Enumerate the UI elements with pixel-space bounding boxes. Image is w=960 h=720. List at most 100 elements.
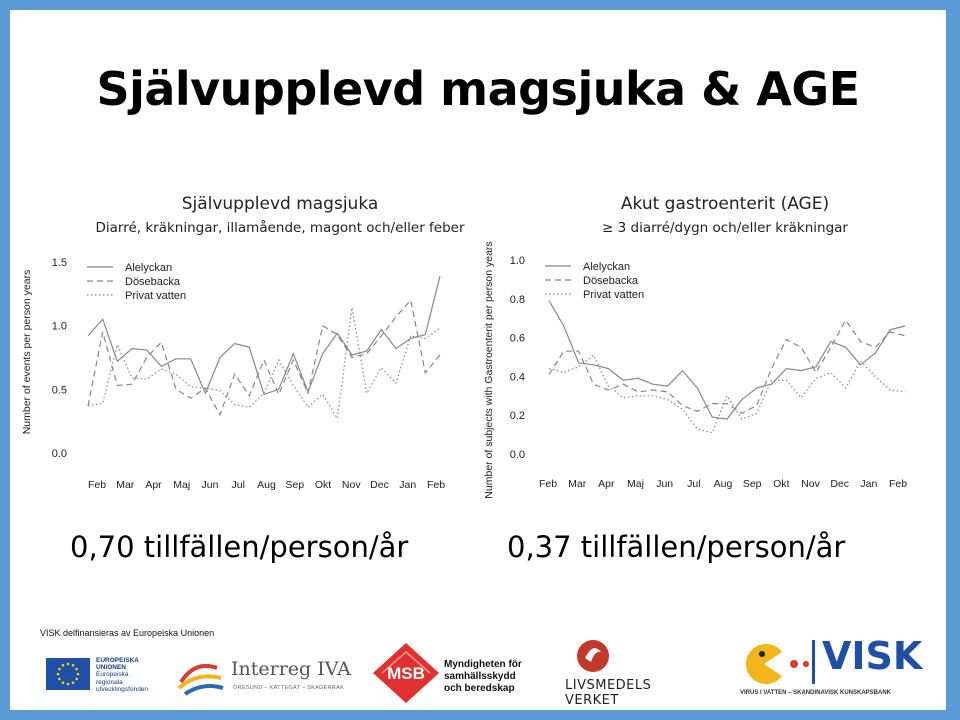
x-tick-label: Sep <box>743 478 762 490</box>
y-tick-label: 1.5 <box>52 257 67 269</box>
eu-fund-line-3: utvecklingsfonden <box>96 685 149 693</box>
series-line-d-sebacka <box>87 298 441 417</box>
x-tick-label: Maj <box>627 478 644 490</box>
x-tick-label: Nov <box>342 479 361 491</box>
livsmedelsverket-logo: LIVSMEDELS VERKET <box>565 638 665 710</box>
interreg-swirl-icon <box>177 663 224 696</box>
eu-star <box>71 664 75 667</box>
livsmedelsverket-emblem-icon <box>577 640 609 672</box>
eu-name-line-1: EUROPEISKA <box>96 657 139 664</box>
x-tick-label: Nov <box>801 478 820 490</box>
x-tick-label: Jul <box>687 478 700 490</box>
visk-name: VISK <box>822 634 923 678</box>
eu-flag-icon <box>46 658 90 690</box>
eu-star <box>66 682 70 686</box>
y-axis-label: Number of subjects with Gastroenterit pe… <box>483 241 495 498</box>
visk-divider <box>812 640 815 684</box>
right-result-text: 0,37 tillfällen/person/år <box>507 530 846 564</box>
x-tick-label: Mar <box>116 479 135 491</box>
msb-name-line-2: samhällsskydd <box>444 671 516 682</box>
left-chart-title: Självupplevd magsjuka <box>181 194 379 214</box>
left-line-chart: Number of events per person years 0.0 0.5 1… <box>21 257 445 491</box>
interreg-region: ÖRESUND – KATTEGAT – SKAGERRAK <box>233 685 345 691</box>
eu-star <box>61 681 65 684</box>
eu-name-line-2: UNIONEN <box>96 664 126 672</box>
legend-label: Privat vatten <box>583 289 644 301</box>
eu-star <box>75 667 78 671</box>
interreg-logo: Interreg IVA ÖRESUND – KATTEGAT – SKAGER… <box>175 658 365 702</box>
x-tick-label: Aug <box>257 479 276 491</box>
footer-logos: VISK delfinansieras av Europeiska Unione… <box>10 620 946 710</box>
interreg-name: Interreg IVA <box>231 658 351 680</box>
y-tick-label: 0.2 <box>510 410 525 422</box>
legend-label: Privat vatten <box>125 290 186 302</box>
y-tick-label: 0.0 <box>52 448 67 460</box>
x-tick-label: Jun <box>656 478 673 490</box>
msb-logo: MSB Myndigheten för samhällsskydd och be… <box>372 642 532 706</box>
eu-star <box>76 672 80 676</box>
right-chart-subtitle: ≥ 3 diarré/dygn och/eller kräkningar <box>602 220 848 236</box>
msb-name-line-1: Myndigheten för <box>444 659 522 670</box>
x-tick-label: Feb <box>539 478 557 490</box>
visk-tagline: VIRUS I VATTEN – SKANDINAVISK KUNSKAPSBA… <box>740 690 892 696</box>
msb-emblem-icon: MSB <box>373 643 439 703</box>
visk-pacman-icon <box>746 644 809 684</box>
eu-star <box>75 677 78 681</box>
x-tick-label: Jun <box>202 479 219 491</box>
series-line-privat-vatten <box>87 307 441 421</box>
x-tick-label: Dec <box>370 479 389 491</box>
x-tick-label: Sep <box>285 479 304 491</box>
y-tick-label: 0.8 <box>510 294 525 306</box>
x-tick-label: Jan <box>860 478 877 490</box>
x-tick-label: Dec <box>830 478 849 490</box>
eu-star <box>71 681 75 684</box>
y-tick-label: 0.4 <box>510 371 525 383</box>
slide: Självupplevd magsjuka & AGE Självupplevd… <box>10 10 946 710</box>
right-chart-title: Akut gastroenterit (AGE) <box>620 194 830 214</box>
x-tick-label: Aug <box>714 478 733 490</box>
y-axis-label: Number of events per person years <box>21 270 33 435</box>
slide-title: Självupplevd magsjuka & AGE <box>96 62 860 116</box>
legend-label: Alelyckan <box>583 261 630 273</box>
legend-label: Dösebacka <box>125 276 181 288</box>
livsmedelsverket-name-line-2: VERKET <box>565 693 619 708</box>
x-tick-label: Okt <box>315 479 331 491</box>
x-tick-label: Feb <box>889 478 907 490</box>
eu-fund-line-2: regionala <box>96 678 123 686</box>
msb-name-line-3: och beredskap <box>444 683 515 694</box>
x-tick-label: Mar <box>568 478 587 490</box>
x-tick-label: Apr <box>145 479 162 491</box>
series-line-privat-vatten <box>548 354 906 434</box>
x-tick-label: Feb <box>427 479 445 491</box>
series-line-d-sebacka <box>548 318 906 414</box>
x-tick-label: Jan <box>399 479 416 491</box>
eu-star <box>61 664 65 667</box>
visk-logo: VISK VIRUS I VATTEN – SKANDINAVISK KUNSK… <box>740 634 940 706</box>
left-chart-subtitle: Diarré, kräkningar, illamående, magont o… <box>95 220 465 236</box>
right-line-chart: Number of subjects with Gastroenterit pe… <box>483 241 907 498</box>
y-tick-label: 0.6 <box>510 333 525 345</box>
legend-label: Alelyckan <box>125 262 172 274</box>
x-tick-label: Jul <box>232 479 245 491</box>
x-tick-label: Okt <box>773 478 789 490</box>
x-tick-label: Apr <box>598 478 615 490</box>
eu-star <box>58 667 61 671</box>
y-tick-label: 0.5 <box>52 384 67 396</box>
livsmedelsverket-name-line-1: LIVSMEDELS <box>565 678 652 693</box>
y-tick-label: 1.0 <box>510 255 525 267</box>
series-line-alelyckan <box>548 300 906 420</box>
msb-abbreviation: MSB <box>387 664 425 683</box>
eu-logo: EUROPEISKA UNIONEN Europeiska regionala … <box>46 657 171 698</box>
x-tick-label: Feb <box>88 479 106 491</box>
legend-label: Dösebacka <box>583 275 639 287</box>
eu-fund-line-1: Europeiska <box>96 671 129 679</box>
eu-star <box>58 677 61 681</box>
funding-text: VISK delfinansieras av Europeiska Unione… <box>40 628 215 638</box>
series-line-alelyckan <box>87 275 441 396</box>
left-result-text: 0,70 tillfällen/person/år <box>70 530 409 564</box>
eu-star <box>66 662 70 666</box>
x-tick-label: Maj <box>173 479 190 491</box>
eu-star <box>56 672 60 676</box>
y-tick-label: 0.0 <box>510 449 525 461</box>
y-tick-label: 1.0 <box>52 321 67 333</box>
